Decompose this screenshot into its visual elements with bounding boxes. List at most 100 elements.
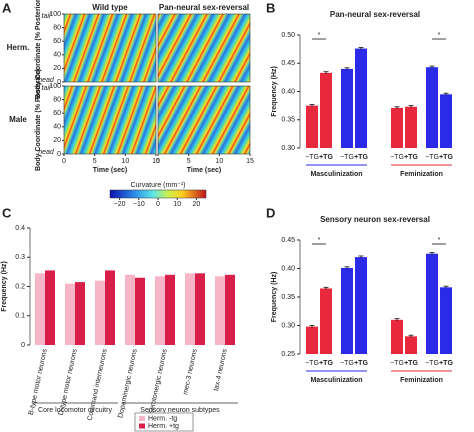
x-tick-label: Serotonergic neurons: [148, 348, 169, 415]
colorbar-tick-label: 20: [193, 201, 201, 208]
group-label: Feminization: [400, 377, 443, 384]
bar: [320, 288, 332, 354]
bar: [391, 319, 403, 354]
colorbar: [109, 189, 207, 199]
y-tick-label: 0.3: [15, 254, 25, 261]
y-tick-label: 0.25: [281, 351, 295, 358]
group-label: Feminization: [400, 171, 443, 178]
x-tick-label: 0: [62, 158, 66, 165]
y-tick-label: 0.1: [15, 313, 25, 320]
bar: [440, 94, 452, 148]
group-label: Masculinization: [310, 377, 362, 384]
y-tick-label: 0: [57, 151, 61, 158]
x-tick-label: D-type motor neurons: [58, 348, 79, 416]
x-tick-label: +TG: [439, 154, 453, 161]
panel-label: D: [266, 205, 275, 220]
bar: [306, 105, 318, 148]
bar: [355, 257, 367, 354]
y-tick-label: 60: [53, 110, 61, 117]
bar: [105, 270, 115, 345]
row-label: Herm.: [7, 43, 30, 52]
y-tick-label: 0.4: [15, 225, 25, 232]
bar: [65, 283, 75, 345]
y-tick-label: 100: [49, 83, 61, 90]
x-axis-label: Time (sec): [187, 167, 222, 174]
y-tick-label: 0.45: [281, 60, 295, 67]
y-tick-label: 20: [53, 137, 61, 144]
end-label: head: [38, 149, 55, 156]
y-axis-label: Body Coordinate (% Posterior): [35, 0, 42, 99]
row-label: Male: [9, 115, 27, 124]
x-tick-label: +TG: [404, 360, 418, 367]
y-tick-label: 0.30: [281, 322, 295, 329]
kymograph: [63, 13, 157, 83]
bar: [440, 287, 452, 354]
x-tick-label: −TG: [390, 360, 404, 367]
bar: [195, 273, 205, 345]
legend-swatch: [139, 416, 145, 421]
bar: [341, 267, 353, 354]
x-tick-label: 10: [215, 158, 223, 165]
colorbar-tick-label: −20: [114, 201, 126, 208]
bar: [135, 277, 145, 345]
bar: [306, 326, 318, 354]
x-axis-label: Time (sec): [93, 167, 128, 174]
x-tick-label: 15: [246, 158, 254, 165]
kymograph: [157, 13, 251, 83]
kymograph: [63, 85, 157, 155]
bar: [125, 274, 135, 345]
bar: [185, 273, 195, 345]
end-label: tail: [42, 13, 51, 20]
x-tick-label: −TG: [425, 360, 439, 367]
y-tick-label: 0: [21, 342, 25, 349]
y-axis-label: Frequency (Hz): [271, 272, 278, 323]
x-tick-label: B-type motor neurons: [28, 348, 49, 416]
significance-label: *: [438, 32, 441, 39]
column-title: Wild type: [92, 3, 128, 12]
panel-label: C: [2, 205, 12, 220]
y-tick-label: 40: [53, 124, 61, 131]
x-tick-label: −TG: [305, 360, 319, 367]
y-tick-label: 60: [53, 38, 61, 45]
column-title: Pan-neural sex-reversal: [159, 3, 249, 12]
y-axis-label: Frequency (Hz): [1, 261, 8, 312]
x-tick-label: −TG: [390, 154, 404, 161]
bar: [95, 280, 105, 345]
y-tick-label: 0: [57, 79, 61, 86]
x-tick-label: 10: [121, 158, 129, 165]
y-tick-label: 0.45: [281, 237, 295, 244]
bar: [165, 274, 175, 345]
bar: [320, 72, 332, 148]
bar: [155, 276, 165, 345]
x-tick-label: −TG: [425, 154, 439, 161]
x-tick-label: −TG: [340, 154, 354, 161]
x-tick-label: +TG: [319, 360, 333, 367]
panel-label: A: [2, 0, 12, 15]
bar: [75, 282, 85, 345]
significance-label: *: [318, 32, 321, 39]
y-tick-label: 0.40: [281, 88, 295, 95]
y-tick-label: 40: [53, 52, 61, 59]
legend-swatch: [139, 423, 145, 429]
bar: [341, 68, 353, 148]
y-tick-label: 20: [53, 65, 61, 72]
x-tick-label: mec-3 neurons: [182, 348, 199, 396]
bar: [215, 276, 225, 345]
end-label: tail: [42, 85, 51, 92]
x-tick-label: +TG: [319, 154, 333, 161]
bar: [405, 336, 417, 354]
x-tick-label: +TG: [354, 154, 368, 161]
legend-label: Herm. -tg: [148, 415, 177, 422]
y-tick-label: 80: [53, 24, 61, 31]
significance-label: *: [318, 237, 321, 244]
chart-title: Sensory neuron sex-reversal: [320, 215, 430, 224]
y-tick-label: 0.35: [281, 117, 295, 124]
x-tick-label: +TG: [439, 360, 453, 367]
y-tick-label: 0.50: [281, 32, 295, 39]
colorbar-tick-label: 10: [173, 201, 181, 208]
colorbar-tick-label: −10: [133, 201, 145, 208]
x-tick-label: 0: [156, 158, 160, 165]
y-tick-label: 80: [53, 96, 61, 103]
group-label: Masculinization: [310, 171, 362, 178]
y-tick-label: 0.35: [281, 294, 295, 301]
